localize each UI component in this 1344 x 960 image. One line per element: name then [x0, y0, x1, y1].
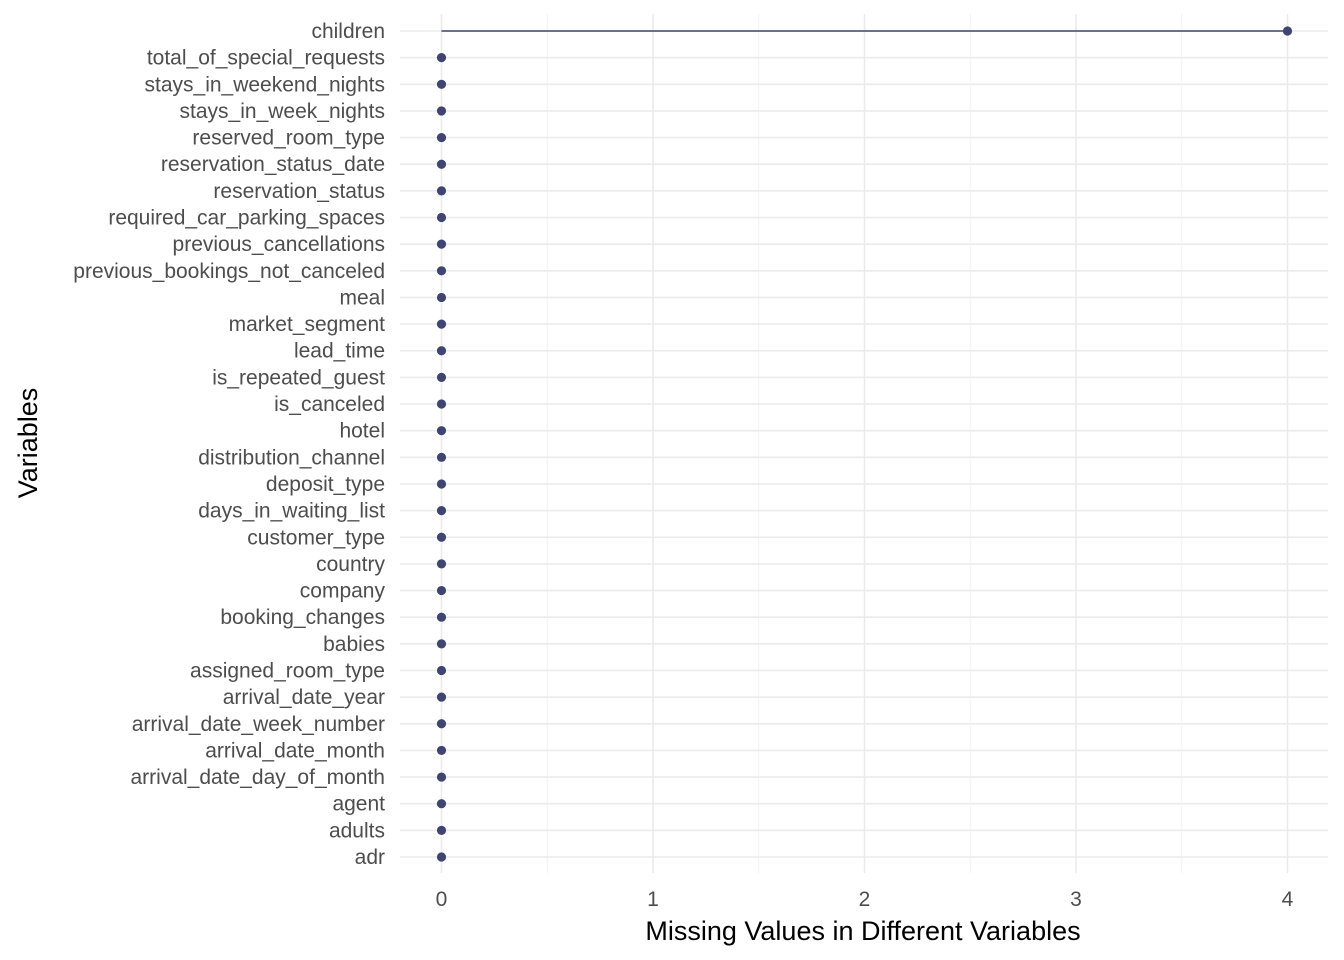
x-tick-label: 0 [436, 888, 448, 911]
x-tick-label: 4 [1282, 888, 1294, 911]
y-tick-label: stays_in_weekend_nights [145, 73, 386, 96]
lollipop-point [436, 132, 447, 143]
lollipop-point [436, 639, 447, 649]
y-tick-label: lead_time [294, 340, 385, 363]
x-tick-labels: 0 1 2 3 4 [436, 888, 1294, 911]
lollipop-point [436, 772, 447, 782]
lollipop-point [436, 719, 447, 729]
lollipop-point [436, 186, 447, 196]
y-tick-label: children [311, 20, 385, 43]
lollipop-point [436, 372, 447, 382]
lollipop-point [436, 426, 447, 436]
lollipop-point [436, 452, 447, 462]
y-tick-label: arrival_date_month [205, 739, 385, 762]
x-tick-label: 2 [859, 888, 871, 911]
lollipop-point [436, 532, 447, 542]
lollipop-point [436, 79, 447, 89]
lollipop-point [436, 346, 447, 356]
y-tick-label: customer_type [247, 526, 385, 549]
y-tick-label: booking_changes [220, 606, 385, 629]
lollipop-point [436, 159, 447, 169]
lollipop-point [436, 559, 447, 569]
lollipop-point [436, 745, 447, 756]
lollipop-point [436, 852, 447, 862]
y-tick-label: previous_cancellations [173, 233, 385, 256]
lollipop-point [436, 665, 447, 676]
lollipop-point [436, 53, 447, 63]
y-tick-label: is_repeated_guest [212, 366, 385, 389]
y-tick-label: deposit_type [266, 473, 385, 496]
y-tick-label: previous_bookings_not_canceled [73, 260, 385, 283]
y-tick-label: babies [323, 633, 385, 656]
y-tick-label: assigned_room_type [190, 659, 385, 682]
y-tick-label: arrival_date_week_number [132, 713, 385, 736]
points [436, 26, 1293, 862]
y-tick-label: arrival_date_day_of_month [130, 766, 385, 789]
y-tick-label: adults [329, 819, 385, 842]
lollipop-point [436, 825, 447, 835]
y-tick-label: is_canceled [274, 393, 385, 416]
x-tick-label: 1 [647, 888, 659, 911]
stems [441, 30, 1288, 32]
y-tick-label: stays_in_week_nights [180, 100, 385, 123]
y-tick-label: country [316, 553, 385, 576]
y-tick-labels: children total_of_special_requests stays_i… [73, 20, 385, 869]
y-tick-label: required_car_parking_spaces [108, 207, 385, 230]
lollipop-point [436, 239, 447, 249]
lollipop-point [436, 399, 447, 409]
y-tick-label: adr [355, 846, 385, 869]
lollipop-point [436, 266, 447, 276]
lollipop-point [436, 692, 447, 702]
y-tick-label: agent [332, 793, 385, 816]
y-tick-label: meal [339, 286, 385, 309]
y-tick-label: reserved_room_type [192, 127, 385, 150]
y-tick-label: distribution_channel [198, 446, 385, 469]
lollipop-point [436, 212, 447, 223]
y-tick-label: market_segment [229, 313, 386, 336]
lollipop-point [1282, 26, 1293, 36]
lollipop-point [436, 319, 447, 329]
y-tick-label: reservation_status_date [161, 153, 385, 176]
lollipop-point [436, 106, 447, 116]
x-axis-title: Missing Values in Different Variables [645, 916, 1080, 946]
lollipop-point [436, 585, 447, 596]
y-tick-label: total_of_special_requests [147, 47, 385, 70]
grid [400, 14, 1328, 873]
y-tick-label: company [300, 580, 386, 603]
lollipop-point [436, 799, 447, 809]
y-tick-label: days_in_waiting_list [198, 500, 385, 523]
x-tick-label: 3 [1070, 888, 1082, 911]
y-axis-title: Variables [13, 388, 43, 499]
y-tick-label: hotel [339, 420, 385, 443]
y-tick-label: arrival_date_year [223, 686, 385, 709]
lollipop-point [436, 612, 447, 622]
lollipop-point [436, 506, 447, 516]
lollipop-point [436, 292, 447, 303]
y-tick-label: reservation_status [213, 180, 385, 203]
lollipop-point [436, 479, 447, 489]
